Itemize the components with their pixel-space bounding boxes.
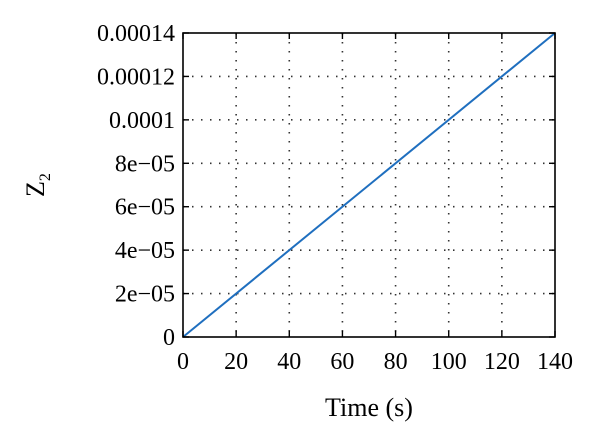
x-tick-label: 0 — [177, 349, 189, 375]
ticks — [182, 32, 556, 338]
y-tick-labels: 0 2e−05 4e−05 6e−05 8e−05 0.0001 0.00012 0.0001… — [97, 21, 175, 351]
x-tick-label: 60 — [330, 349, 354, 375]
plot-frame — [182, 32, 556, 338]
y-tick-label: 0.0001 — [109, 108, 175, 134]
x-tick-label: 100 — [431, 349, 467, 375]
y-tick-label: 2e−05 — [115, 282, 175, 308]
x-tick-label: 120 — [484, 349, 520, 375]
y-axis-label: Z2 — [21, 173, 54, 197]
y-tick-label: 0.00012 — [97, 64, 175, 90]
y-tick-label: 8e−05 — [115, 151, 175, 177]
y-axis-label-subscript: 2 — [37, 173, 54, 181]
grid — [183, 33, 555, 337]
x-tick-labels: 0 20 40 60 80 100 120 140 — [177, 349, 573, 375]
x-axis-label: Time (s) — [325, 393, 413, 422]
series-group — [182, 32, 556, 338]
y-tick-label: 0 — [163, 325, 175, 351]
x-tick-label: 20 — [224, 349, 248, 375]
y-tick-label: 0.00014 — [97, 21, 175, 47]
y-tick-label: 4e−05 — [115, 238, 175, 264]
x-tick-label: 80 — [384, 349, 408, 375]
series-line — [182, 32, 556, 338]
y-axis-label-main: Z — [21, 181, 50, 197]
y-tick-label: 6e−05 — [115, 195, 175, 221]
x-tick-label: 140 — [537, 349, 573, 375]
x-tick-label: 40 — [277, 349, 301, 375]
